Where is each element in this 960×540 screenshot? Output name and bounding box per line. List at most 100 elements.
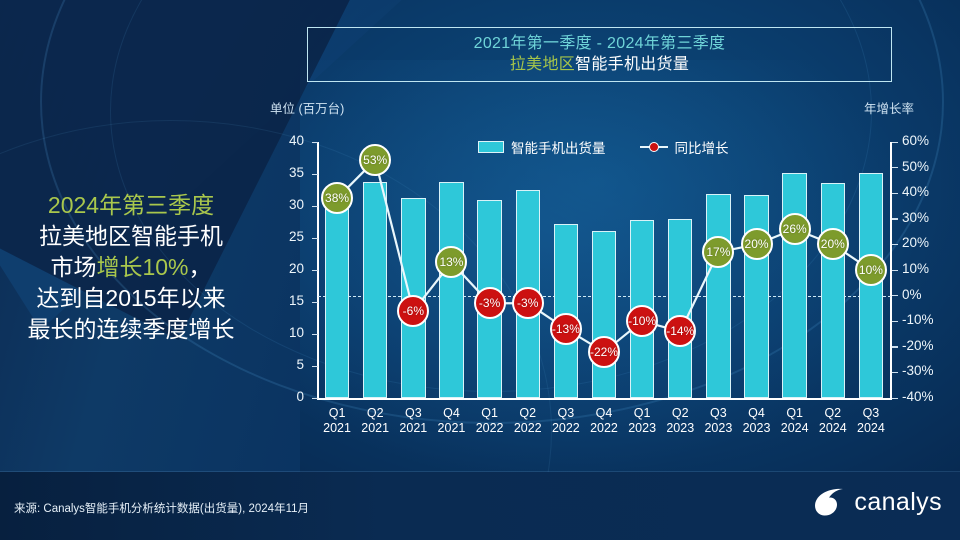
headline-line-5: 最长的连续季度增长 [27, 316, 235, 342]
y-axis-left-tick-label: 15 [288, 293, 304, 308]
x-axis-year: 2024 [780, 421, 809, 435]
growth-data-marker[interactable]: 10% [854, 254, 887, 286]
x-axis-tick-label: Q3 2021 [394, 406, 432, 436]
chart-title-metric: 智能手机出货量 [575, 56, 690, 73]
growth-data-marker[interactable]: 38% [321, 182, 354, 215]
bar-shipments[interactable] [591, 230, 617, 398]
x-axis-tick-label: Q1 2023 [623, 406, 661, 436]
y-axis-right-tick-label: 20% [902, 235, 930, 251]
y-axis-right-title: 年增长率 [864, 102, 915, 116]
x-axis-year: 2021 [399, 421, 428, 435]
bar-shipments[interactable] [706, 193, 731, 398]
source-note: 来源: Canalys智能手机分析统计数据(出货量), 2024年11月 [14, 503, 310, 515]
canalys-logo: canalys [812, 486, 942, 518]
x-axis-tick-label: Q2 2023 [661, 406, 699, 436]
bar-shipments[interactable] [439, 182, 464, 398]
x-axis-quarter: Q2 [671, 406, 689, 420]
y-axis-right-tick [892, 371, 898, 374]
headline-line-3-post: ， [188, 254, 212, 280]
y-axis-left-tick-label: 35 [288, 165, 304, 180]
x-axis-quarter: Q3 [710, 406, 727, 420]
x-axis-quarter: Q1 [481, 406, 498, 420]
y-axis-right-tick [892, 320, 898, 322]
x-axis-year: 2024 [857, 421, 885, 435]
growth-data-marker[interactable]: -14% [664, 315, 697, 348]
x-axis-quarter: Q1 [786, 406, 803, 420]
headline-panel: 2024年第三季度 拉美地区智能手机 市场增长10%， 达到自2015年以来 最… [0, 190, 262, 345]
y-axis-left-tick [312, 365, 318, 367]
growth-data-marker[interactable]: -3% [511, 287, 544, 320]
x-axis-year: 2022 [513, 421, 542, 435]
bar-shipments[interactable] [744, 195, 769, 398]
x-axis-tick-label: Q3 2022 [547, 406, 585, 436]
y-axis-right-tick-label: -20% [902, 337, 934, 353]
canalys-mark-icon [815, 488, 844, 516]
x-axis-tick-label: Q1 2024 [776, 406, 814, 436]
y-axis-right-tick [892, 141, 898, 143]
growth-data-marker[interactable]: 20% [816, 228, 849, 261]
x-axis-year: 2023 [628, 421, 657, 435]
chart-title-box: 2021年第一季度 - 2024年第三季度 拉美地区智能手机出货量 [307, 27, 892, 82]
x-axis-tick-label: Q4 2021 [432, 406, 470, 436]
x-axis-quarter: Q2 [519, 406, 537, 420]
x-axis-quarter: Q2 [366, 406, 384, 420]
bar-shipments[interactable] [782, 172, 807, 398]
growth-data-marker[interactable]: 17% [702, 236, 735, 269]
legend-label-growth: 同比增长 [674, 141, 729, 156]
y-axis-left-tick [312, 269, 318, 271]
x-axis-quarter: Q1 [633, 406, 651, 420]
x-axis-quarter: Q4 [595, 406, 613, 420]
y-axis-right-tick-label: 40% [902, 184, 930, 200]
x-axis-tick-label: Q2 2024 [814, 406, 852, 436]
x-axis-year: 2023 [742, 421, 771, 435]
growth-data-marker[interactable]: -13% [549, 312, 582, 345]
bar-shipments[interactable] [668, 219, 693, 398]
y-axis-right-tick [892, 269, 898, 271]
x-axis-year: 2024 [818, 421, 847, 435]
y-axis-left-tick-label: 40 [288, 133, 304, 148]
y-axis-left-tick [312, 301, 318, 303]
footer-divider [0, 471, 960, 472]
headline-line-1: 2024年第三季度 [47, 192, 215, 218]
y-axis-left-tick [312, 333, 318, 335]
x-axis-year: 2022 [551, 421, 580, 435]
x-axis-year: 2023 [666, 421, 695, 435]
x-axis-quarter: Q3 [557, 406, 575, 420]
y-axis-left-tick-label: 30 [288, 197, 304, 212]
growth-data-marker[interactable]: 13% [435, 246, 468, 279]
x-axis-tick-label: Q4 2023 [737, 406, 775, 436]
x-axis-year: 2021 [323, 421, 351, 435]
growth-data-marker[interactable]: -6% [397, 294, 430, 327]
y-axis-right-tick-label: 10% [902, 261, 930, 276]
y-axis-right-tick-label: -10% [902, 312, 934, 328]
chart-title-line2: 拉美地区智能手机出货量 [510, 54, 689, 75]
bar-shipments[interactable] [820, 182, 845, 398]
bar-shipments[interactable] [362, 181, 388, 398]
headline-line-3-pre: 市场 [50, 254, 97, 280]
y-axis-right-tick [892, 295, 898, 297]
y-axis-right-tick [892, 243, 898, 246]
footer-bar [0, 472, 960, 540]
growth-data-marker[interactable]: 20% [740, 228, 773, 261]
bar-shipments[interactable] [553, 223, 579, 398]
x-axis-tick-label: Q4 2022 [585, 406, 623, 436]
legend-item-shipments: 智能手机出货量 [478, 137, 606, 157]
growth-data-marker[interactable]: 26% [778, 213, 811, 246]
growth-data-marker[interactable]: 53% [359, 143, 392, 176]
legend-line-marker-icon [639, 141, 668, 153]
y-axis-right-tick-label: 60% [902, 133, 930, 148]
bar-shipments[interactable] [324, 202, 350, 398]
y-axis-right-tick [892, 397, 898, 399]
x-axis-quarter: Q3 [862, 406, 880, 420]
y-axis-left-tick-label: 25 [288, 229, 304, 244]
y-axis-right-tick-label: 50% [902, 158, 930, 174]
growth-data-marker[interactable]: -10% [626, 305, 659, 338]
growth-data-marker[interactable]: -22% [588, 335, 620, 368]
legend-bar-swatch-icon [478, 141, 504, 153]
x-axis-year: 2021 [437, 421, 466, 435]
y-axis-right-tick [892, 167, 898, 169]
growth-data-marker[interactable]: -3% [473, 287, 506, 320]
y-axis-left-title: 单位 (百万台) [270, 102, 345, 116]
y-axis-left-tick [312, 205, 318, 207]
